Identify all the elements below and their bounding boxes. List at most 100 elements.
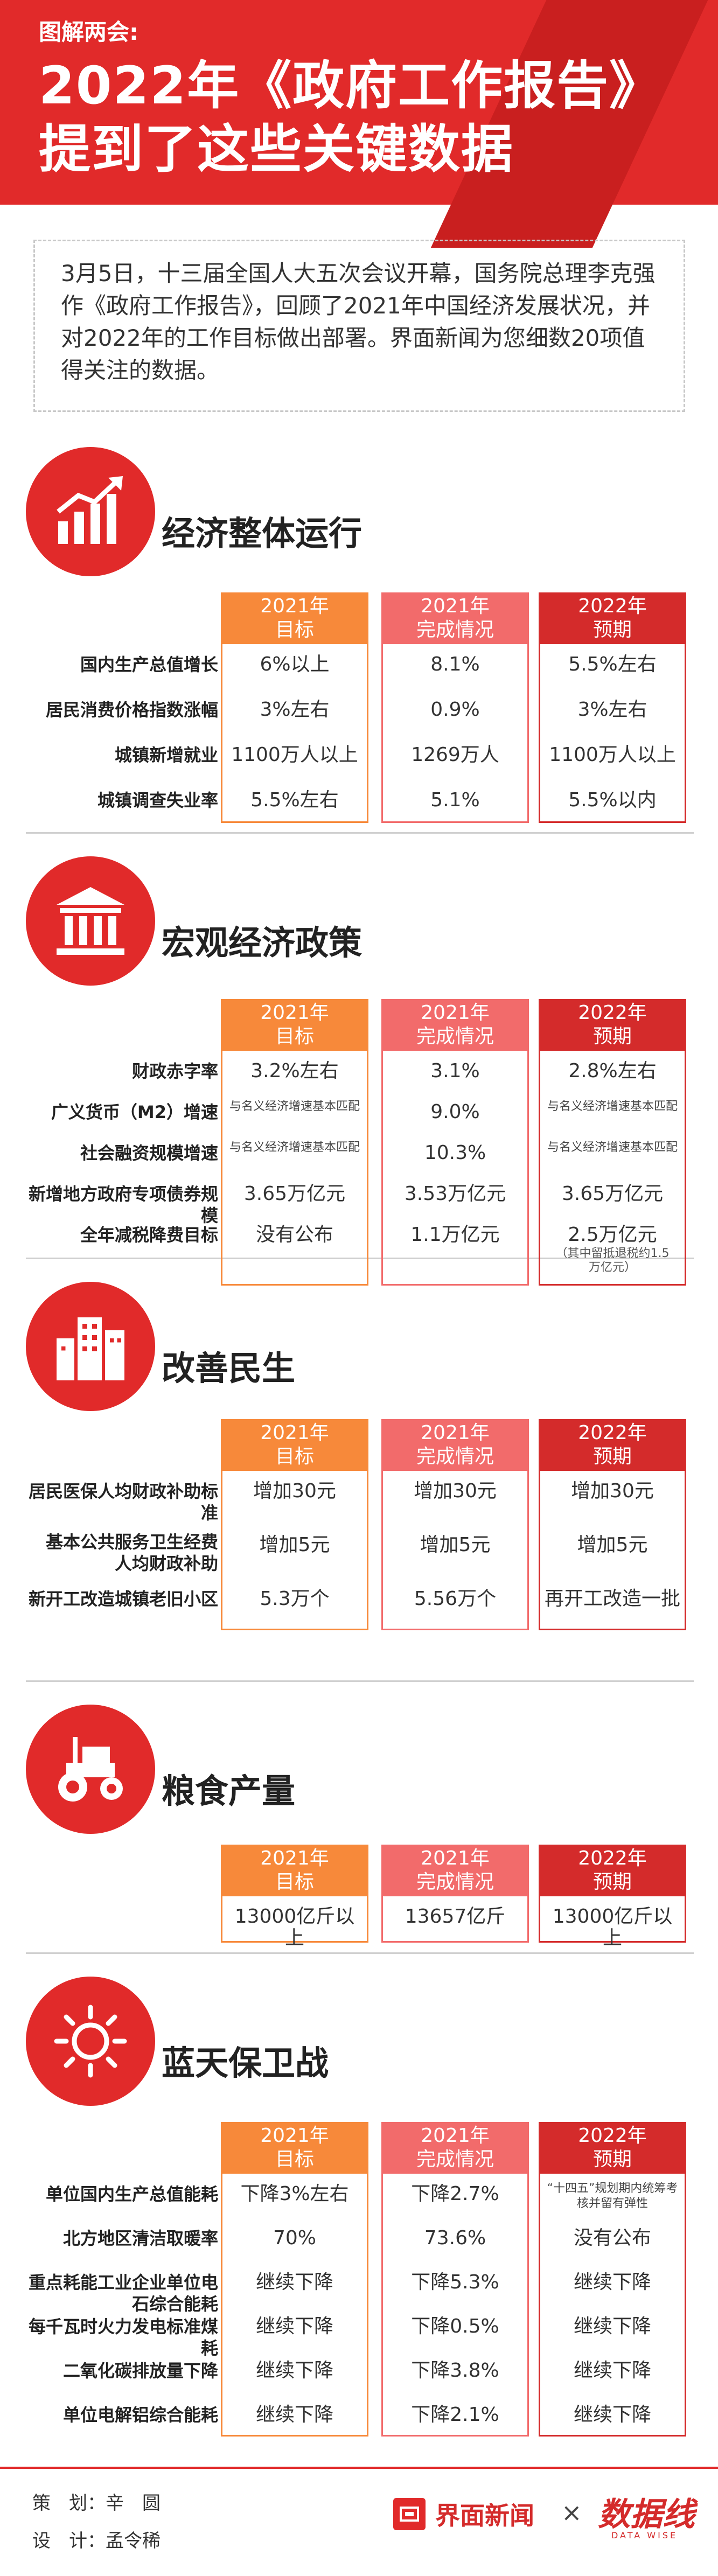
cell-a: 增加30元 <box>253 1480 336 1502</box>
cell-a: 6%以上 <box>260 653 330 675</box>
row-label: 广义货币（M2）增速 <box>51 1102 218 1122</box>
column-box <box>381 644 529 823</box>
column-box <box>381 1051 529 1286</box>
cell-c: 再开工改造一批 <box>544 1588 680 1610</box>
chart-growth-icon <box>26 447 155 576</box>
cell-b: 增加30元 <box>414 1480 497 1502</box>
cell-b: 1.1万亿元 <box>410 1224 500 1246</box>
column-header-a: 2021年 目标 <box>221 1419 368 1471</box>
cell-c: “十四五”规划期内统筹考核并留有弹性 <box>547 2182 678 2210</box>
column-label: 预期 <box>592 1446 632 1468</box>
cell-c: 与名义经济增速基本匹配 <box>547 1141 678 1154</box>
cell-a: 没有公布 <box>255 1224 333 1246</box>
jiemian-logo-icon <box>393 2498 426 2530</box>
column-header-b: 2021年 完成情况 <box>381 2122 529 2174</box>
brand-logo: 界面新闻 <box>393 2496 534 2532</box>
cell-b: 5.56万个 <box>414 1588 497 1610</box>
section-divider <box>26 1952 694 1954</box>
intro-box: 3月5日，十三届全国人大五次会议开幕，国务院总理李克强作《政府工作报告》，回顾了… <box>33 240 685 412</box>
column-header-c: 2022年 预期 <box>539 592 686 644</box>
footer: 策 划：辛 圆 设 计：孟令稀 界面新闻 × 数据线 DATA WISE <box>0 2467 718 2576</box>
column-box <box>381 1896 529 1943</box>
cell-b: 0.9% <box>430 699 480 721</box>
section-title: 宏观经济政策 <box>162 923 363 962</box>
column-header-a: 2021年 目标 <box>221 2122 368 2174</box>
cell-a: 继续下降 <box>255 2271 333 2293</box>
brand-name: 界面新闻 <box>435 2501 534 2530</box>
cell-b: 5.1% <box>430 789 480 811</box>
cell-a: 70% <box>273 2227 316 2249</box>
row-label: 居民医保人均财政补助标准 <box>28 1481 218 1523</box>
sun-icon <box>26 1977 155 2106</box>
cell-a: 5.5%左右 <box>250 789 339 811</box>
cell-b: 下降2.7% <box>411 2183 499 2205</box>
title-line-2: 提到了这些关键数据 <box>39 119 514 179</box>
row-label: 新增地方政府专项债券规模 <box>28 1184 218 1226</box>
cell-b: 下降2.1% <box>411 2404 499 2426</box>
designer-credit: 设 计：孟令稀 <box>32 2530 161 2552</box>
cell-c: 3%左右 <box>577 699 647 721</box>
column-header-c: 2022年 预期 <box>539 2122 686 2174</box>
row-label: 重点耗能工业企业单位电石综合能耗 <box>28 2272 218 2314</box>
section-divider <box>26 832 694 834</box>
column-label: 预期 <box>592 1025 632 1048</box>
column-label: 目标 <box>275 1871 314 1893</box>
row-label: 单位国内生产总值能耗 <box>45 2184 218 2204</box>
column-header-a: 2021年 目标 <box>221 1845 368 1896</box>
column-year: 2021年 <box>421 1002 490 1024</box>
partner-logo: 数据线 <box>598 2496 695 2533</box>
page-title: 2022年《政府工作报告》 提到了这些关键数据 <box>39 54 662 181</box>
cell-c: 13000亿斤以上 <box>552 1905 673 1949</box>
column-label: 完成情况 <box>416 1446 494 1468</box>
cell-c: 与名义经济增速基本匹配 <box>547 1100 678 1113</box>
row-label: 财政赤字率 <box>131 1061 218 1081</box>
column-year: 2022年 <box>578 595 647 617</box>
cell-c: 1100万人以上 <box>549 744 676 766</box>
cell-c-note: （其中留抵退税约1.5万亿元） <box>555 1247 670 1274</box>
cell-b: 10.3% <box>424 1142 486 1164</box>
row-label: 居民消费价格指数涨幅 <box>45 700 218 720</box>
header-tag: 图解两会: <box>39 19 138 45</box>
column-label: 预期 <box>592 1871 632 1893</box>
column-box <box>539 2174 686 2437</box>
column-box <box>539 1896 686 1943</box>
cell-a: 继续下降 <box>255 2359 333 2382</box>
cell-b: 增加5元 <box>420 1534 491 1556</box>
planner-credit: 策 划：辛 圆 <box>32 2493 161 2514</box>
column-year: 2022年 <box>578 1847 647 1869</box>
section-divider <box>26 1258 694 1259</box>
column-box <box>221 1896 368 1943</box>
times-sign: × <box>561 2498 582 2527</box>
cell-c: 5.5%以内 <box>568 789 657 811</box>
cell-a: 下降3%左右 <box>240 2183 349 2205</box>
government-building-icon <box>26 856 155 986</box>
column-header-a: 2021年 目标 <box>221 592 368 644</box>
column-header-c: 2022年 预期 <box>539 1845 686 1896</box>
column-year: 2021年 <box>421 595 490 617</box>
cell-a: 继续下降 <box>255 2404 333 2426</box>
column-header-b: 2021年 完成情况 <box>381 1845 529 1896</box>
column-year: 2021年 <box>260 595 329 617</box>
row-label: 城镇新增就业 <box>114 745 218 765</box>
cell-c: 增加5元 <box>577 1534 648 1556</box>
column-box <box>221 1471 368 1630</box>
row-label: 每千瓦时火力发电标准煤耗 <box>28 2316 218 2358</box>
column-header-b: 2021年 完成情况 <box>381 999 529 1051</box>
column-year: 2021年 <box>260 1422 329 1444</box>
column-box <box>221 1051 368 1286</box>
cell-c: 没有公布 <box>573 2227 651 2249</box>
title-line-1: 2022年《政府工作报告》 <box>39 55 663 116</box>
city-buildings-icon <box>26 1282 155 1411</box>
column-header-b: 2021年 完成情况 <box>381 1419 529 1471</box>
column-label: 预期 <box>592 2148 632 2170</box>
cell-b: 9.0% <box>430 1101 480 1123</box>
column-label: 完成情况 <box>416 1025 494 1048</box>
column-header-c: 2022年 预期 <box>539 999 686 1051</box>
column-year: 2021年 <box>260 2125 329 2147</box>
footer-line <box>0 2467 718 2469</box>
cell-b: 3.1% <box>430 1060 480 1082</box>
cell-c: 继续下降 <box>573 2359 651 2382</box>
column-header-a: 2021年 目标 <box>221 999 368 1051</box>
cell-a: 与名义经济增速基本匹配 <box>229 1100 360 1113</box>
header-banner: 图解两会: 2022年《政府工作报告》 提到了这些关键数据 <box>0 0 718 248</box>
